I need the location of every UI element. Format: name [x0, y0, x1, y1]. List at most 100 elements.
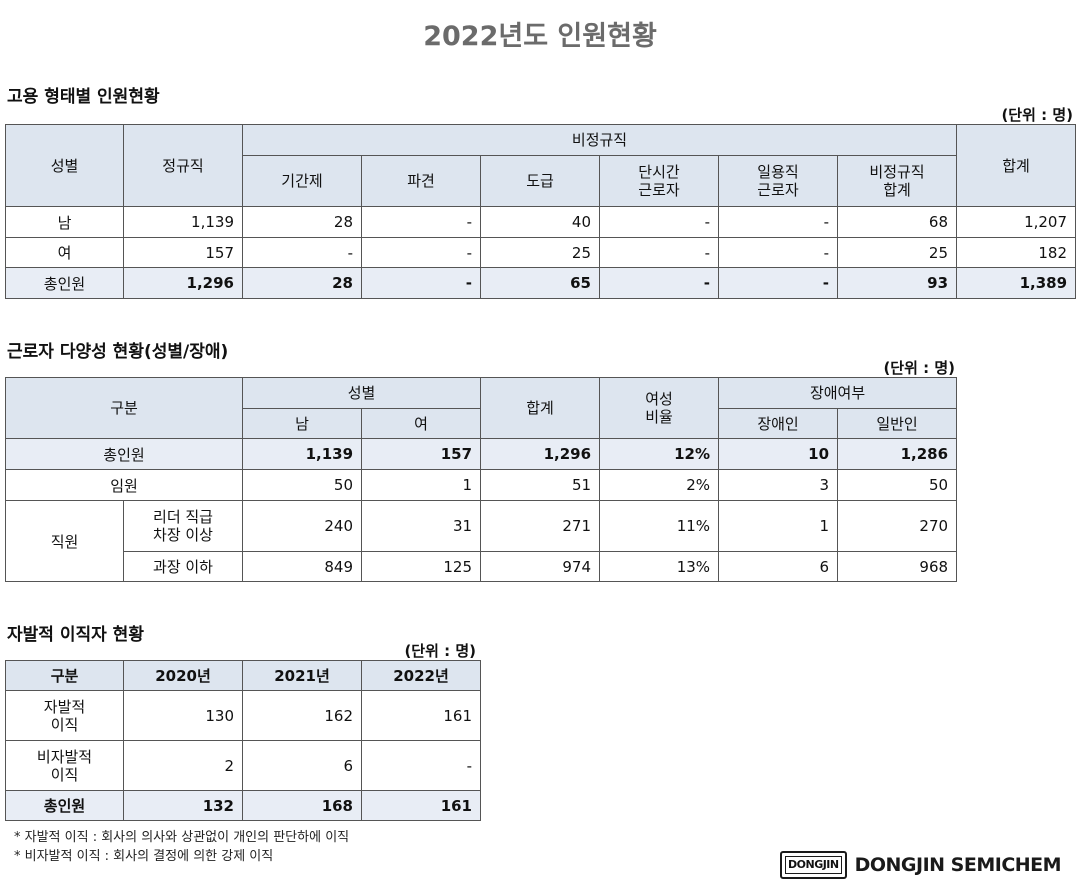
table-row: 여 157 - - 25 - - 25 182 — [5, 237, 1077, 268]
cell: 11% — [599, 500, 720, 552]
cell: 162 — [242, 690, 362, 741]
cell: 1,286 — [837, 438, 958, 470]
cell: 68 — [836, 206, 958, 238]
cell: 28 — [242, 267, 362, 299]
header-year-2022: 2022년 — [361, 660, 481, 691]
diversity-table: 구분 성별 합계 여성 비율 장애여부 남 여 장애인 일반인 총인원 1,13… — [4, 377, 958, 582]
cell: 3 — [718, 469, 839, 501]
note-voluntary: * 자발적 이직 : 회사의 의사와 상관없이 개인의 판단하에 이직 — [14, 830, 350, 845]
cell: 1,389 — [956, 267, 1077, 299]
row-label: 남 — [5, 206, 124, 238]
table-row: 직원 리더 직급 차장 이상 240 31 271 11% 1 270 — [5, 500, 958, 582]
header-daily: 일용직 근로자 — [718, 155, 838, 207]
header-contract: 도급 — [480, 155, 600, 207]
cell: 1,296 — [480, 438, 601, 470]
row-label: 과장 이하 — [122, 551, 244, 582]
cell: - — [361, 740, 481, 791]
cell: - — [718, 267, 838, 299]
cell: 40 — [480, 206, 600, 238]
cell: - — [361, 206, 481, 238]
header-male: 남 — [242, 408, 363, 439]
cell: - — [361, 237, 481, 268]
cell: 50 — [837, 469, 958, 501]
cell: 31 — [361, 500, 482, 552]
cell: - — [718, 237, 838, 268]
header-gender: 성별 — [5, 124, 124, 207]
cell: - — [242, 237, 362, 268]
cell: 125 — [361, 551, 482, 582]
cell: - — [718, 206, 838, 238]
row-label: 임원 — [4, 469, 244, 501]
table-row: 남 1,139 28 - 40 - - 68 1,207 — [5, 206, 1077, 238]
cell: - — [361, 267, 481, 299]
cell: 65 — [480, 267, 600, 299]
resignation-table: 구분 2020년 2021년 2022년 자발적 이직 130 162 161 … — [5, 660, 481, 821]
resignation-section-title: 자발적 이직자 현황 — [7, 625, 144, 645]
cell: 157 — [361, 438, 482, 470]
cell: 2% — [599, 469, 720, 501]
row-label: 자발적 이직 — [5, 690, 124, 741]
cell: 25 — [836, 237, 958, 268]
cell: 2 — [123, 740, 243, 791]
row-label: 총인원 — [4, 438, 244, 470]
header-category: 구분 — [4, 377, 244, 439]
header-year-2021: 2021년 — [242, 660, 362, 691]
table-row-total: 총인원 132 168 161 — [5, 790, 481, 821]
cell: 182 — [956, 237, 1077, 268]
cell: 157 — [123, 237, 243, 268]
employment-unit-label: (단위 : 명) — [1001, 106, 1073, 124]
cell: 1,296 — [123, 267, 243, 299]
table-row-total: 총인원 1,296 28 - 65 - - 93 1,389 — [5, 267, 1077, 299]
header-non-disabled: 일반인 — [837, 408, 958, 439]
header-disability: 장애여부 — [718, 377, 958, 409]
header-regular: 정규직 — [123, 124, 243, 207]
header-disabled: 장애인 — [718, 408, 839, 439]
cell: 132 — [123, 790, 243, 821]
cell: 10 — [718, 438, 839, 470]
employment-section-title: 고용 형태별 인원현황 — [7, 87, 160, 107]
cell: 168 — [242, 790, 362, 821]
logo-mark: DONGJIN — [780, 851, 847, 879]
row-label: 여 — [5, 237, 124, 268]
cell: 6 — [242, 740, 362, 791]
table-row: 비자발적 이직 2 6 - — [5, 740, 481, 791]
employment-table: 성별 정규직 비정규직 합계 기간제 파견 도급 단시간 근로자 일용직 근로자… — [5, 124, 1077, 299]
header-dispatch: 파견 — [361, 155, 481, 207]
cell: 849 — [242, 551, 363, 582]
cell: 6 — [718, 551, 839, 582]
cell: 1,139 — [123, 206, 243, 238]
header-gender: 성별 — [242, 377, 482, 409]
cell: 51 — [480, 469, 601, 501]
note-involuntary: * 비자발적 이직 : 회사의 결정에 의한 강제 이직 — [14, 849, 274, 864]
cell: 161 — [361, 790, 481, 821]
cell: 270 — [837, 500, 958, 552]
header-year-2020: 2020년 — [123, 660, 243, 691]
row-label: 총인원 — [5, 267, 124, 299]
cell: 25 — [480, 237, 600, 268]
cell: 1 — [718, 500, 839, 552]
header-fixed-term: 기간제 — [242, 155, 362, 207]
cell: 130 — [123, 690, 243, 741]
header-female-ratio: 여성 비율 — [599, 377, 720, 439]
logo-mark-text: DONGJIN — [785, 856, 842, 874]
row-group-label: 직원 — [5, 500, 124, 582]
diversity-unit-label: (단위 : 명) — [883, 359, 955, 377]
header-nonregular: 비정규직 — [241, 124, 958, 156]
row-label: 총인원 — [5, 790, 124, 821]
cell: 974 — [480, 551, 601, 582]
table-row: 자발적 이직 130 162 161 — [5, 690, 481, 741]
header-part-time: 단시간 근로자 — [599, 155, 719, 207]
cell: 12% — [599, 438, 720, 470]
resignation-unit-label: (단위 : 명) — [404, 642, 476, 660]
header-nonregular-total: 비정규직 합계 — [836, 155, 958, 207]
cell: 161 — [361, 690, 481, 741]
table-row: 과장 이하 849 125 974 13% 6 968 — [6, 551, 958, 582]
header-total: 합계 — [480, 377, 601, 439]
page-title: 2022년도 인원현황 — [423, 21, 657, 52]
header-category: 구분 — [5, 660, 124, 691]
cell: 1,139 — [242, 438, 363, 470]
table-row-total: 총인원 1,139 157 1,296 12% 10 1,286 — [4, 438, 958, 470]
header-female: 여 — [361, 408, 482, 439]
cell: 13% — [599, 551, 720, 582]
cell: - — [599, 237, 719, 268]
